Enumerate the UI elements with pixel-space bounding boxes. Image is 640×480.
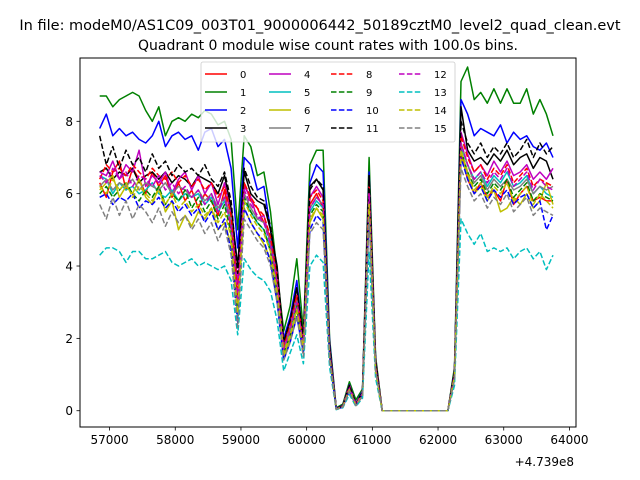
legend-label-8: 8 [366, 70, 372, 81]
y-tick-label: 0 [65, 404, 73, 418]
axes-frame [79, 57, 577, 428]
x-tick-label: 59000 [222, 433, 260, 447]
legend-box [200, 61, 456, 143]
legend-label-7: 7 [304, 124, 310, 135]
series-layer [98, 66, 554, 412]
legend-label-13: 13 [434, 88, 447, 99]
y-tick-label: 2 [65, 332, 73, 346]
legend-label-11: 11 [366, 124, 379, 135]
chart-title: Quadrant 0 module wise count rates with … [138, 38, 518, 54]
x-tick-label: 62000 [419, 433, 457, 447]
y-axis: 0 2 4 6 8 [65, 115, 80, 418]
legend-label-3: 3 [240, 124, 246, 135]
series-line-11 [98, 120, 554, 412]
legend-label-6: 6 [304, 106, 310, 117]
legend-label-10: 10 [366, 106, 379, 117]
legend-label-15: 15 [434, 124, 447, 135]
legend-label-4: 4 [304, 70, 310, 81]
legend-label-14: 14 [434, 106, 447, 117]
legend-label-5: 5 [304, 88, 310, 99]
x-axis: 57000 58000 59000 60000 61000 62000 63000 64000 [90, 427, 589, 447]
x-tick-label: 63000 [485, 433, 523, 447]
x-tick-label: 64000 [550, 433, 588, 447]
x-tick-label: 57000 [90, 433, 128, 447]
x-tick-label: 58000 [156, 433, 194, 447]
plot-area [79, 57, 577, 428]
y-tick-label: 6 [65, 187, 73, 201]
x-axis-offset-label: +4.739e8 [515, 455, 574, 469]
series-line-13 [99, 218, 554, 412]
figure-suptitle: In file: modeM0/AS1C09_003T01_9000006442… [19, 18, 620, 34]
legend-label-0: 0 [240, 70, 246, 81]
legend-label-2: 2 [240, 106, 246, 117]
x-tick-label: 61000 [353, 433, 391, 447]
x-tick-label: 60000 [288, 433, 326, 447]
legend-label-9: 9 [366, 88, 372, 99]
legend-label-1: 1 [240, 88, 246, 99]
y-tick-label: 8 [65, 115, 73, 129]
y-tick-label: 4 [65, 260, 73, 274]
legend-label-12: 12 [434, 70, 447, 81]
